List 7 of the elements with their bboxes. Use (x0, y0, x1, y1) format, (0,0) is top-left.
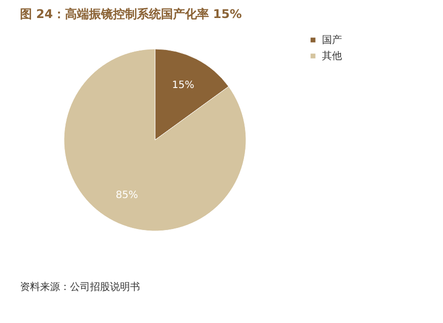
text: 资料来源：公司招股说明书 (20, 281, 140, 293)
pie-slice (64, 48, 246, 232)
chart-title: 图 24：高端振镜控制系统国产化率 15% (20, 7, 242, 21)
data-label: 15% (172, 80, 194, 91)
data-label: 85% (116, 190, 138, 202)
legend-label: 其他 (322, 50, 342, 62)
legend-label: 国产 (322, 34, 342, 46)
